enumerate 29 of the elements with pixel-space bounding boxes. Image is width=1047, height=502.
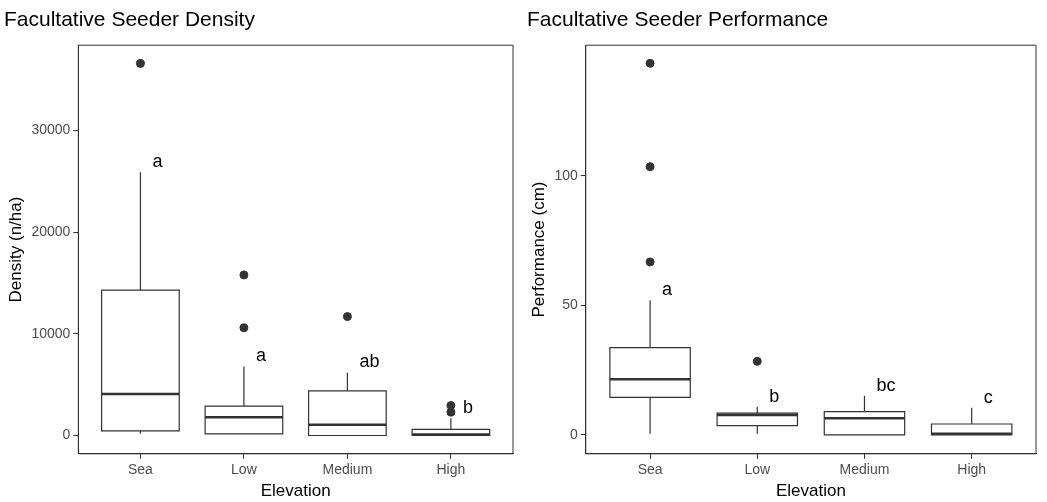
y-axis-title: Density (n/ha) [5,196,25,303]
x-tick-label: High [957,461,987,478]
y-tick-label: 100 [554,166,578,183]
y-tick-label: 10000 [31,324,71,341]
y-tick-label: 50 [562,296,578,313]
x-tick-label: High [436,461,466,478]
annotation: a [255,345,267,366]
y-tick-label: 30000 [31,121,71,138]
annotation: c [983,386,993,407]
y-tick-label: 0 [569,425,578,442]
annotation: a [662,279,674,300]
y-tick-label: 0 [62,426,71,443]
annotation: b [769,385,780,406]
x-tick-label: Medium [322,461,373,478]
x-axis-title: Elevation [775,481,846,501]
x-tick-label: Low [744,461,772,478]
chart-title: Facultative Seeder Performance [527,7,829,31]
y-axis-title: Performance (cm) [528,181,548,318]
annotation: bc [876,374,896,395]
annotation: a [152,151,164,172]
y-tick-label: 20000 [31,223,71,240]
x-tick-label: Sea [637,461,663,478]
x-tick-label: Sea [127,461,154,478]
x-axis-title: Elevation [260,481,331,501]
chart-title: Facultative Seeder Density [4,7,256,31]
x-tick-label: Medium [839,461,890,478]
annotation: ab [359,351,380,372]
x-tick-label: Low [231,461,258,478]
annotation: b [462,397,473,418]
